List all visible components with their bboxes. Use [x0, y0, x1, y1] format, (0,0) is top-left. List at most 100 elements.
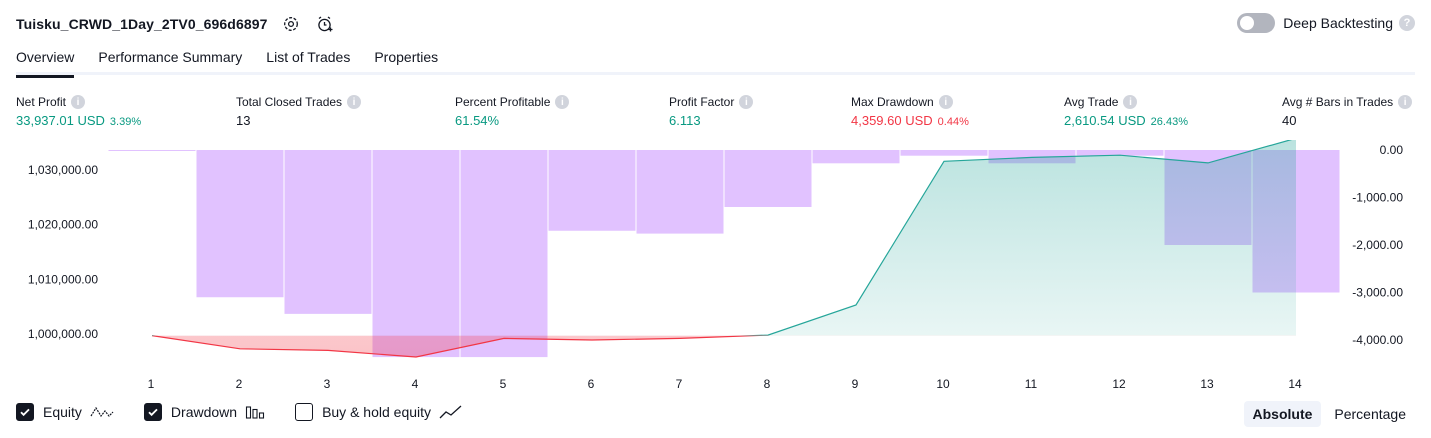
buy-hold-line-icon: [439, 404, 463, 420]
x-axis-tick: 9: [852, 377, 859, 391]
metric-avg-trade: Avg Trade i 2,610.54 USD 26.43%: [1064, 94, 1188, 128]
drawdown-bar: [372, 150, 460, 358]
x-axis-tick: 3: [324, 377, 331, 391]
left-axis-tick: 1,010,000.00: [28, 272, 98, 286]
left-axis-tick: 1,030,000.00: [28, 163, 98, 177]
x-axis-tick: 8: [764, 377, 771, 391]
x-axis-tick: 4: [412, 377, 419, 391]
info-icon[interactable]: i: [938, 95, 953, 109]
equity-series: [151, 140, 1296, 358]
metric-label: Percent Profitable: [455, 95, 551, 109]
drawdown-bar: [284, 150, 372, 314]
metric-avg-bars-in-trades: Avg # Bars in Trades i 40: [1282, 94, 1413, 128]
equity-line-icon: [90, 404, 114, 420]
metric-percent: 0.44%: [937, 116, 969, 128]
legend-buy-hold-equity[interactable]: Buy & hold equity: [295, 403, 463, 421]
metric-percent-profitable: Percent Profitable i 61.54%: [455, 94, 570, 128]
equity-area-loss: [152, 335, 754, 357]
strategy-name: Tuisku_CRWD_1Day_2TV0_696d6897: [16, 16, 268, 32]
tab-properties[interactable]: Properties: [374, 49, 439, 65]
drawdown-bar: [812, 150, 900, 164]
equity-drawdown-chart[interactable]: 1,000,000.00 1,010,000.00 1,020,000.00 1,03…: [0, 140, 1431, 395]
drawdown-bar: [196, 150, 284, 298]
metric-value: 2,610.54 USD: [1064, 113, 1146, 128]
alarm-clock-plus-icon[interactable]: [314, 13, 336, 35]
legend-label: Equity: [43, 404, 82, 420]
left-axis: 1,000,000.00 1,010,000.00 1,020,000.00 1,03…: [28, 163, 98, 341]
drawdown-bar: [900, 150, 988, 156]
info-icon[interactable]: i: [1398, 95, 1413, 109]
x-axis-tick: 2: [236, 377, 243, 391]
left-axis-tick: 1,000,000.00: [28, 327, 98, 341]
drawdown-checkbox[interactable]: [143, 403, 162, 421]
drawdown-bar: [1076, 150, 1164, 156]
tab-overview[interactable]: Overview: [16, 47, 75, 78]
metric-label: Net Profit: [16, 95, 67, 109]
metric-net-profit: Net Profit i 33,937.01 USD 3.39%: [16, 94, 141, 128]
right-axis-tick: -3,000.00: [1352, 286, 1403, 300]
metric-label: Avg Trade: [1064, 95, 1119, 109]
legend-drawdown[interactable]: Drawdown: [143, 403, 265, 421]
info-icon[interactable]: i: [1123, 95, 1138, 109]
info-icon[interactable]: i: [555, 95, 570, 109]
x-axis-tick: 14: [1288, 377, 1302, 391]
drawdown-bar: [636, 150, 724, 234]
drawdown-bar: [108, 150, 196, 151]
info-icon[interactable]: i: [71, 95, 86, 109]
metric-value: 13: [236, 113, 251, 128]
legend-label: Drawdown: [170, 404, 238, 420]
percentage-button[interactable]: Percentage: [1334, 406, 1406, 422]
drawdown-bars-icon: [245, 404, 265, 420]
absolute-button[interactable]: Absolute: [1243, 401, 1322, 427]
drawdown-bar: [460, 150, 548, 358]
x-axis-tick: 5: [500, 377, 507, 391]
x-axis-tick: 7: [676, 377, 683, 391]
equity-line-profit: [151, 140, 1293, 336]
x-axis-tick: 6: [588, 377, 595, 391]
right-axis-tick: -1,000.00: [1352, 191, 1403, 205]
deep-backtesting: Deep Backtesting ?: [1237, 13, 1415, 33]
right-axis: 0.00 -1,000.00 -2,000.00 -3,000.00 -4,000.00: [1352, 143, 1403, 347]
buy-hold-checkbox[interactable]: [295, 403, 314, 421]
metric-value: 61.54%: [455, 113, 500, 128]
scale-mode-switch: Absolute Percentage: [1240, 401, 1416, 427]
legend-equity[interactable]: Equity: [16, 403, 114, 421]
left-axis-tick: 1,020,000.00: [28, 218, 98, 232]
right-axis-tick: -2,000.00: [1352, 238, 1403, 252]
metric-label: Max Drawdown: [851, 95, 934, 109]
metric-label: Profit Factor: [669, 95, 735, 109]
tab-performance-summary[interactable]: Performance Summary: [98, 49, 243, 65]
metric-percent: 3.39%: [109, 116, 142, 128]
legend-label: Buy & hold equity: [322, 404, 432, 420]
chart-legend: Equity Drawdown Buy & hold equity: [16, 403, 493, 421]
x-axis-tick: 1: [148, 377, 155, 391]
deep-backtesting-label: Deep Backtesting: [1283, 15, 1393, 31]
x-axis: 1 2 3 4 5 6 7 8 9 10 11 12 13 14: [148, 377, 1302, 391]
drawdown-bar: [548, 150, 636, 231]
metric-label: Total Closed Trades: [236, 95, 343, 109]
equity-area-profit: [152, 140, 1296, 336]
metric-percent: 26.43%: [1150, 116, 1188, 128]
tab-list-of-trades[interactable]: List of Trades: [266, 49, 351, 65]
deep-backtesting-toggle[interactable]: [1237, 13, 1276, 33]
metric-value: 33,937.01 USD: [16, 113, 105, 128]
report-header: Tuisku_CRWD_1Day_2TV0_696d6897: [16, 12, 336, 36]
x-axis-tick: 12: [1112, 377, 1126, 391]
equity-checkbox[interactable]: [16, 403, 34, 421]
metric-total-closed-trades: Total Closed Trades i 13: [236, 94, 362, 128]
equity-line-loss: [151, 335, 769, 358]
gear-icon[interactable]: [280, 13, 302, 35]
right-axis-tick: -4,000.00: [1352, 333, 1403, 347]
metric-value: 4,359.60 USD: [851, 113, 933, 128]
right-axis-tick: 0.00: [1380, 143, 1404, 157]
x-axis-tick: 10: [936, 377, 950, 391]
metric-value: 6.113: [669, 113, 701, 128]
metric-label: Avg # Bars in Trades: [1282, 95, 1394, 109]
metric-max-drawdown: Max Drawdown i 4,359.60 USD 0.44%: [851, 94, 969, 128]
info-icon[interactable]: i: [739, 95, 754, 109]
metric-profit-factor: Profit Factor i 6.113: [669, 94, 754, 128]
drawdown-bar: [724, 150, 812, 207]
report-tabs: Overview Performance Summary List of Tra…: [16, 47, 1415, 78]
question-icon[interactable]: ?: [1399, 15, 1415, 31]
info-icon[interactable]: i: [347, 95, 362, 109]
